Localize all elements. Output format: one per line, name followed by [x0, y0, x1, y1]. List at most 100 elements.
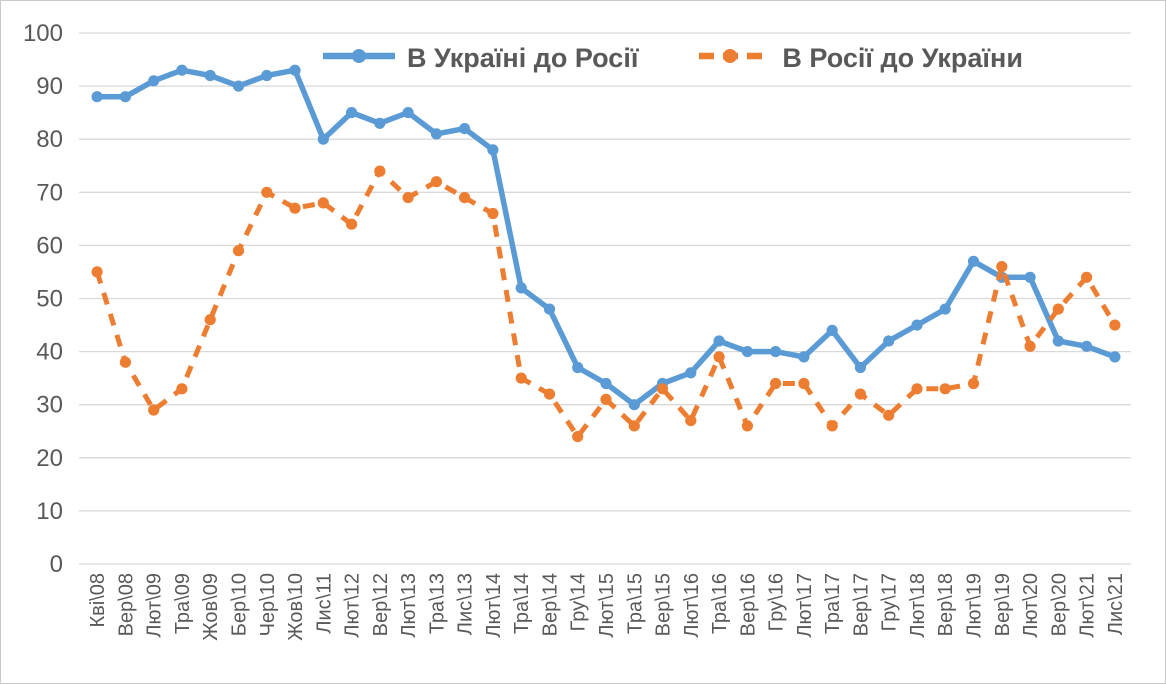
x-tick-label: Вер\08: [115, 573, 137, 636]
x-tick-label: Вер\20: [1048, 573, 1070, 636]
data-point: [91, 266, 103, 278]
x-tick-label: Вер\16: [737, 573, 759, 636]
x-tick-label: Лис\13: [455, 573, 477, 635]
data-point: [289, 202, 301, 214]
data-point: [91, 91, 103, 103]
data-point: [628, 420, 640, 432]
legend-swatch-solid-line-icon: [320, 46, 398, 71]
y-tick-label: 70: [36, 179, 63, 206]
y-tick-label: 10: [36, 498, 63, 525]
x-tick-label: Лют\12: [342, 573, 364, 638]
data-point: [1024, 340, 1036, 352]
data-point: [459, 123, 471, 135]
data-point: [204, 314, 216, 326]
data-point: [232, 80, 245, 92]
data-point: [402, 107, 414, 119]
legend-item-russia-to-ukraine: В Росії до України: [698, 43, 1023, 74]
y-tick-label: 40: [36, 339, 63, 366]
data-point: [854, 361, 867, 374]
series-1: [91, 165, 1121, 443]
data-point: [996, 261, 1008, 273]
x-tick-label: Гру\16: [766, 573, 788, 631]
data-point: [176, 64, 188, 76]
x-tick-label: Чер\10: [257, 573, 279, 636]
legend-label: В Україні до Росії: [407, 43, 639, 73]
legend-swatch-svg: [320, 49, 398, 63]
data-point: [487, 207, 499, 220]
x-tick-label: Бер\10: [228, 573, 250, 636]
y-tick-label: 100: [23, 20, 63, 47]
x-tick-label: Лют\18: [907, 573, 929, 638]
data-point: [148, 404, 160, 416]
data-point: [204, 69, 216, 82]
x-tick-label: Вер\18: [935, 573, 957, 636]
data-point: [374, 165, 386, 177]
data-point: [967, 255, 980, 267]
data-point: [430, 176, 442, 188]
data-point: [232, 245, 245, 257]
data-point: [346, 107, 358, 119]
x-tick-label: Тра\15: [624, 573, 646, 634]
x-tick-label: Тра\09: [172, 573, 194, 634]
legend-item-ukraine-to-russia: В Україні до Росії: [320, 43, 639, 74]
data-point: [346, 218, 358, 230]
data-point: [656, 383, 669, 395]
data-point: [1109, 351, 1121, 363]
x-tick-label: Жов\09: [200, 573, 222, 641]
data-point: [713, 335, 725, 347]
x-tick-label: Тра\14: [511, 573, 533, 634]
data-point: [713, 351, 725, 363]
data-point: [261, 186, 273, 198]
x-tick-label: Жов\10: [285, 573, 307, 641]
y-tick-label: 20: [36, 445, 63, 472]
x-tick-label: Тра\17: [822, 573, 844, 634]
legend-label: В Росії до України: [782, 43, 1023, 73]
x-tick-label: Лют\21: [1077, 573, 1099, 638]
x-tick-label: Вер\19: [992, 573, 1014, 636]
x-tick-label: Тра\16: [709, 573, 731, 634]
y-tick-label: 60: [36, 232, 63, 259]
x-tick-label: Лис\21: [1105, 573, 1127, 635]
y-tick-label: 80: [36, 126, 63, 153]
gridlines: [79, 32, 1131, 565]
x-tick-label: Лют\19: [964, 573, 986, 638]
x-tick-label: Гру\14: [568, 573, 590, 631]
x-tick-label: Гру\17: [879, 573, 901, 631]
data-point: [176, 383, 188, 395]
data-point: [543, 303, 556, 315]
y-tick-label: 90: [36, 73, 63, 100]
x-tick-label: Лют\20: [1020, 573, 1042, 638]
x-tick-label: Лют\13: [398, 573, 420, 638]
data-point: [119, 356, 131, 368]
data-point: [600, 377, 612, 390]
y-axis-labels: 0 10 20 30 40 50 60 70 80 90 100: [23, 20, 63, 578]
data-point: [770, 377, 782, 390]
data-point: [939, 383, 951, 395]
data-point: [798, 351, 810, 363]
y-tick-label: 30: [36, 392, 63, 419]
data-point: [261, 69, 273, 82]
chart-legend: В Україні до Росії В Росії до України: [320, 43, 1023, 74]
data-point: [967, 377, 980, 390]
data-point: [119, 91, 131, 103]
data-point: [826, 420, 838, 432]
data-point: [1081, 271, 1093, 283]
data-point: [515, 372, 527, 384]
data-point: [685, 367, 697, 379]
data-point: [1109, 319, 1121, 331]
data-point: [741, 420, 754, 432]
data-point: [911, 383, 923, 395]
x-tick-label: Лют\09: [144, 573, 166, 638]
data-point: [628, 399, 640, 411]
data-point: [685, 415, 697, 427]
data-point: [939, 303, 951, 315]
data-point: [289, 64, 301, 76]
data-point: [572, 361, 584, 374]
data-point: [770, 346, 782, 358]
y-tick-label: 0: [50, 551, 63, 578]
x-tick-label: Кві\08: [87, 573, 109, 628]
data-point: [317, 197, 329, 209]
data-point: [741, 346, 754, 358]
data-point: [1024, 271, 1036, 283]
data-point: [1052, 335, 1064, 347]
